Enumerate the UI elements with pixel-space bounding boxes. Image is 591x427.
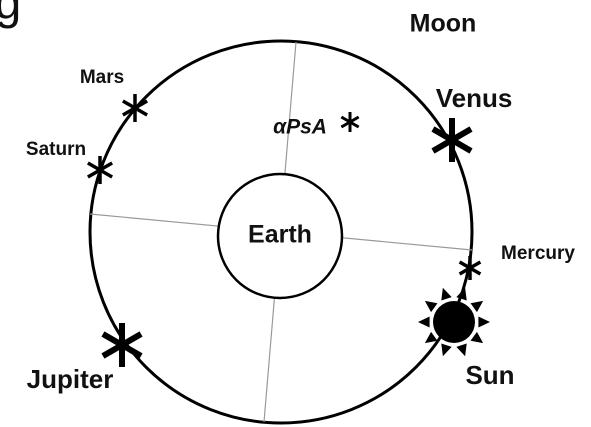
- sun-ray: [425, 301, 438, 312]
- sun-label: Sun: [465, 360, 514, 390]
- diagram: g Earth Moon Mars Saturn Venus αPsA Merc…: [0, 0, 591, 427]
- venus-label: Venus: [436, 83, 513, 113]
- sun-ray: [425, 332, 438, 343]
- earth-label: Earth: [248, 221, 312, 249]
- sun-ray: [478, 317, 490, 328]
- sun-ray: [471, 301, 484, 312]
- sun-ray: [456, 344, 466, 357]
- sun-ray: [418, 317, 430, 328]
- saturn-label: Saturn: [26, 139, 86, 160]
- sun-ray: [471, 332, 484, 343]
- moon-label: Moon: [410, 10, 477, 38]
- jupiter-label: Jupiter: [27, 364, 114, 394]
- sun-disc: [433, 301, 475, 343]
- mercury-label: Mercury: [501, 243, 575, 264]
- sun-ray: [441, 288, 451, 301]
- corner-label: g: [0, 0, 21, 30]
- mars-label: Mars: [80, 67, 124, 88]
- apsa-label: αPsA: [273, 116, 327, 139]
- sun-ray: [441, 344, 451, 357]
